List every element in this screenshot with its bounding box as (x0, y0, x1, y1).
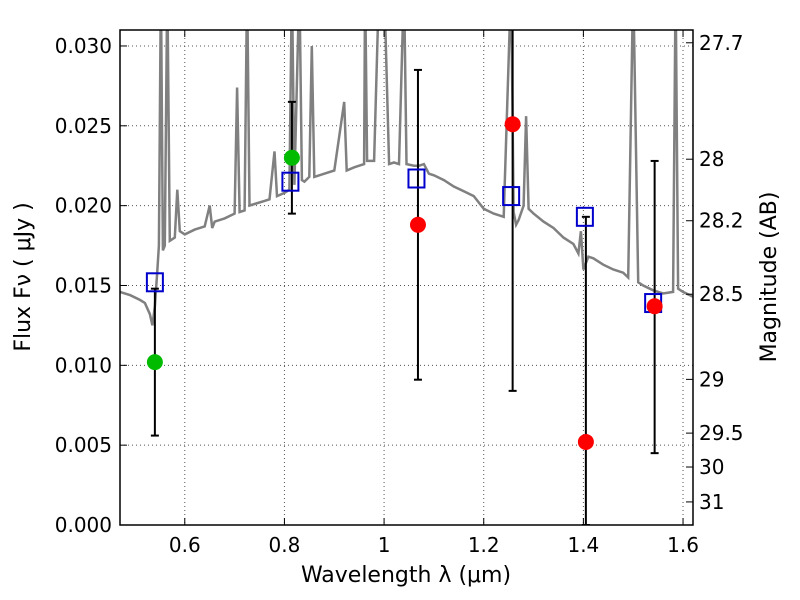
x-axis-label: Wavelength λ (μm) (301, 563, 511, 588)
right-axis-tick-label: 27.7 (699, 31, 744, 55)
y-axis-label: Flux Fν ( μJy ) (11, 202, 36, 351)
spectrum-line (120, 30, 693, 326)
right-axis-tick-label: 28 (699, 147, 724, 171)
y-tick-label: 0.020 (55, 194, 112, 218)
green-point (283, 149, 300, 166)
x-tick-label: 0.8 (269, 533, 301, 557)
plot-area (120, 30, 693, 525)
right-axis-tick-label: 28.5 (699, 282, 744, 306)
y-tick-label: 0.015 (55, 273, 112, 297)
model-square-point (281, 171, 300, 192)
x-tick-label: 1.4 (567, 533, 599, 557)
red-point (504, 116, 521, 133)
y-tick-label: 0.005 (55, 433, 112, 457)
right-axis-tick-label: 29.5 (699, 421, 744, 445)
model-square-point (502, 186, 521, 207)
plot-frame (119, 29, 694, 526)
red-point (577, 433, 594, 450)
right-axis-tick-label: 30 (699, 455, 724, 479)
y-tick-label: 0.010 (55, 353, 112, 377)
y-tick-label: 0.030 (55, 34, 112, 58)
model-square-point (145, 272, 164, 293)
right-axis-tick-label: 29 (699, 367, 724, 391)
model-square-point (407, 168, 426, 189)
right-axis-tick-label: 28.2 (699, 209, 744, 233)
tick-labels: 0.6 0.8 1 1.2 1.4 1.6 0.000 0.005 0.010 0.015 0.02… (55, 31, 744, 557)
y-tick-label: 0.025 (55, 114, 112, 138)
red-point (646, 298, 663, 315)
y-tick-label: 0.000 (55, 513, 112, 537)
green-point (146, 354, 163, 371)
x-tick-label: 1.2 (468, 533, 500, 557)
x-tick-label: 0.6 (169, 533, 201, 557)
x-tick-label: 1.6 (667, 533, 699, 557)
model-square-point (575, 206, 594, 227)
red-point (409, 216, 426, 233)
right-axis-label: Magnitude (AB) (757, 192, 782, 363)
x-tick-label: 1 (378, 533, 391, 557)
ticks (120, 30, 693, 526)
right-axis-tick-label: 31 (699, 490, 724, 514)
markers (145, 116, 663, 450)
